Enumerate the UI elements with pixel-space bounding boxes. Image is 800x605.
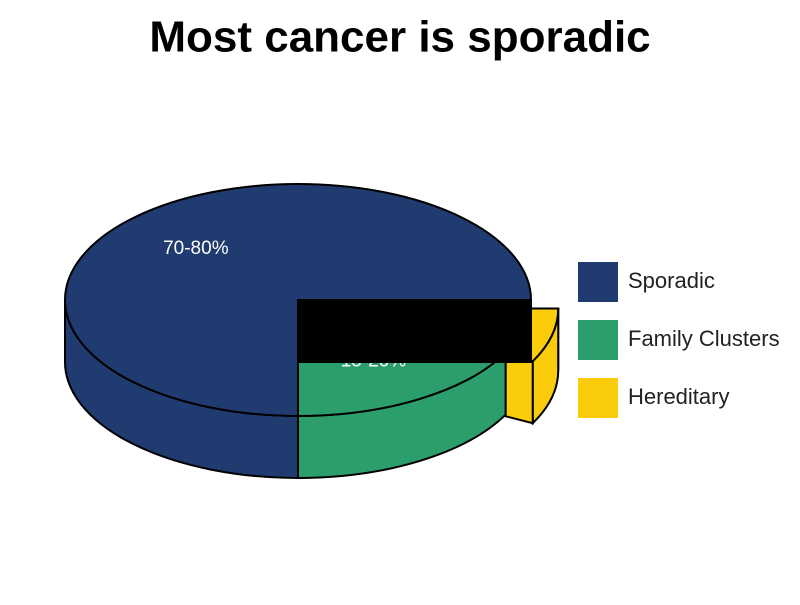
slice-label: 70-80% <box>163 238 229 259</box>
legend-label: Hereditary <box>628 384 729 409</box>
chart-title: Most cancer is sporadic <box>149 13 650 62</box>
legend-swatch <box>578 320 618 360</box>
slice <box>64 183 533 418</box>
legend-swatch <box>578 378 618 418</box>
legend-label: Sporadic <box>628 268 715 293</box>
legend-label: Family Clusters <box>628 326 780 351</box>
slice-wall <box>297 299 532 363</box>
legend-swatch <box>578 262 618 302</box>
